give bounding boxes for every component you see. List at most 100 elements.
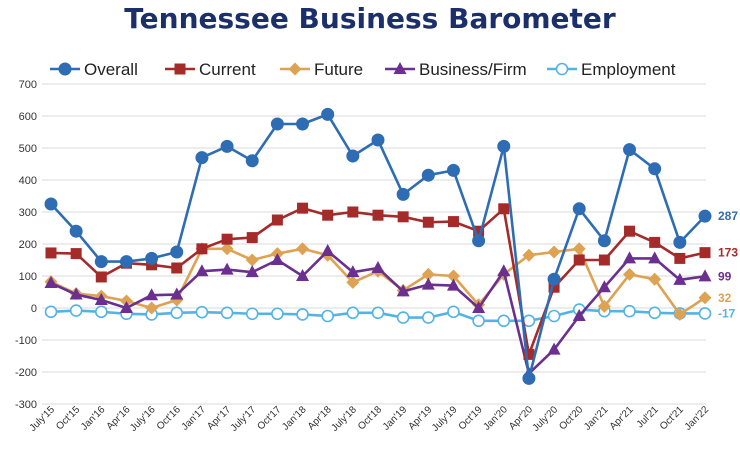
data-point [196, 243, 208, 255]
data-point [597, 234, 611, 248]
legend-label: Employment [581, 60, 676, 79]
data-point [94, 255, 108, 269]
x-tick-label: Apr'16 [105, 404, 133, 432]
y-tick-label: 600 [19, 111, 37, 123]
data-point [396, 311, 410, 324]
y-tick-label: 700 [19, 79, 37, 91]
data-point [271, 214, 283, 226]
data-point [547, 245, 561, 259]
legend-label: Business/Firm [419, 60, 527, 79]
x-tick-label: July'20 [531, 404, 561, 434]
data-point [497, 314, 511, 328]
data-point [497, 264, 511, 277]
data-point [699, 247, 711, 259]
legend-item: Employment [547, 60, 676, 79]
data-point [270, 253, 284, 265]
data-point [220, 262, 234, 275]
data-point [396, 284, 410, 297]
y-tick-label: -300 [15, 399, 37, 411]
data-point [296, 242, 310, 256]
data-point [547, 309, 561, 323]
legend-item: Future [280, 60, 363, 79]
legend-marker [58, 62, 72, 76]
x-tick-label: Oct'20 [557, 404, 585, 432]
data-point [322, 209, 334, 221]
data-point [698, 269, 712, 282]
x-tick-label: Oct'18 [356, 404, 384, 432]
data-point [170, 287, 184, 300]
data-point [422, 311, 435, 324]
data-point [346, 149, 360, 163]
legend-item: Current [165, 60, 256, 79]
data-point [145, 251, 159, 265]
data-point [346, 265, 360, 278]
data-point [270, 117, 284, 131]
data-point [221, 233, 233, 245]
series-lines [44, 107, 712, 385]
data-point [547, 342, 561, 355]
data-point [145, 301, 159, 315]
data-point [673, 307, 687, 321]
data-point [623, 267, 637, 281]
data-point [522, 248, 536, 262]
data-point [170, 306, 184, 320]
y-tick-label: 300 [19, 207, 37, 219]
data-point [70, 248, 82, 260]
series-employment [44, 303, 712, 328]
data-point [321, 309, 334, 323]
x-tick-label: Oct'15 [54, 404, 82, 432]
data-point [624, 225, 636, 237]
data-point [698, 291, 712, 305]
data-point [296, 308, 309, 321]
data-point [648, 251, 662, 264]
legend-item: Business/Firm [385, 60, 527, 79]
legend-label: Current [199, 60, 256, 79]
data-point [473, 225, 485, 237]
x-tick-label: Jan'18 [280, 404, 309, 433]
x-tick-label: Apr'17 [205, 404, 233, 432]
legend-label: Future [314, 60, 363, 79]
legend-marker [555, 62, 569, 76]
data-point [673, 272, 687, 285]
data-point [472, 301, 486, 313]
data-point [597, 280, 611, 293]
data-point [346, 275, 360, 289]
data-point [95, 305, 108, 319]
x-axis: July'15Oct'15Jan'16Apr'16July'16Oct'16Ja… [28, 404, 712, 434]
data-point [472, 314, 485, 328]
end-labels: 287 173 32 99 -17 [718, 209, 738, 320]
x-tick-label: Oct'16 [155, 404, 183, 432]
end-label: -17 [718, 306, 736, 320]
x-tick-label: Apr'18 [306, 404, 334, 432]
y-tick-label: 500 [19, 143, 37, 155]
x-tick-label: Apr'21 [608, 404, 636, 432]
data-point [245, 307, 259, 321]
data-point [598, 254, 610, 266]
data-point [296, 269, 310, 281]
data-point [648, 162, 662, 176]
end-label: 287 [718, 209, 738, 223]
data-point [422, 216, 434, 228]
data-point [245, 253, 259, 267]
data-point [45, 247, 57, 259]
data-point [346, 306, 360, 320]
data-point [623, 143, 637, 157]
data-point [195, 151, 209, 165]
data-point [623, 304, 636, 318]
data-point [297, 202, 309, 214]
end-label: 173 [718, 246, 738, 260]
data-point [170, 245, 184, 259]
data-point [245, 265, 259, 278]
data-point [195, 305, 209, 319]
data-point [548, 281, 560, 293]
data-point [69, 287, 83, 300]
x-tick-label: Jan'16 [79, 404, 108, 433]
data-point [447, 305, 460, 319]
data-point [674, 252, 686, 264]
data-point [119, 294, 133, 308]
data-point [648, 272, 662, 286]
x-tick-label: Jan'21 [582, 404, 611, 433]
y-tick-label: 400 [19, 175, 37, 187]
data-point [447, 216, 459, 228]
